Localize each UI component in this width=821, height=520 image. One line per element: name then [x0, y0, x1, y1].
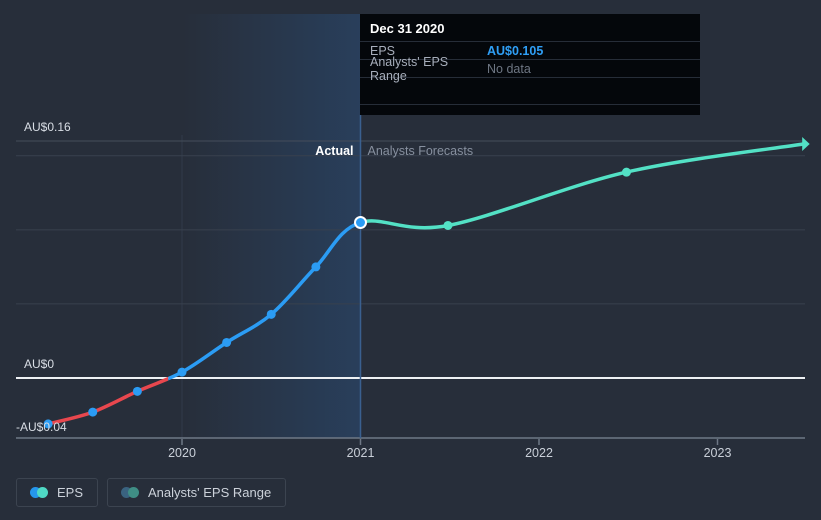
legend-eps-label: EPS: [57, 485, 84, 500]
tooltip-eps-label: EPS: [370, 43, 396, 58]
tooltip-date-title: Dec 31 2020: [360, 14, 700, 42]
y-axis-label: -AU$0.04: [16, 420, 67, 434]
tooltip: Dec 31 2020 EPS AU$0.105 Analysts' EPS R…: [360, 14, 700, 115]
y-axis-label: AU$0: [24, 357, 54, 371]
x-tick-label: 2022: [525, 446, 553, 460]
eps-data-point[interactable]: [132, 386, 142, 396]
x-tick-label: 2021: [347, 446, 375, 460]
y-axis-label: AU$0.16: [24, 120, 71, 134]
eps-line-forecast: [359, 142, 804, 230]
legend: EPS Analysts' EPS Range: [16, 478, 287, 507]
tooltip-bottom-divider: [360, 104, 700, 105]
legend-eps-button[interactable]: EPS: [16, 478, 99, 507]
forecast-data-point[interactable]: [621, 167, 631, 177]
forecast-data-point[interactable]: [443, 220, 453, 230]
eps-data-point[interactable]: [177, 367, 187, 377]
eps-chart-canvas[interactable]: 2020 2021 2022 2023 AU$0.16 AU$0 -AU$0.04 Actua…: [0, 0, 821, 460]
eps-range-dot2-icon: [128, 487, 140, 498]
tooltip-row-eps: EPS AU$0.105: [360, 42, 700, 60]
forecast-section-label: Analysts Forecasts: [368, 144, 474, 158]
eps-actual-dot-icon: [30, 487, 41, 498]
eps-line-negative: [47, 376, 169, 426]
eps-data-point[interactable]: [43, 419, 53, 429]
eps-series-icon: [30, 487, 48, 498]
actual-section-label: Actual: [315, 144, 353, 158]
eps-forecast-dot-icon: [37, 487, 48, 498]
legend-eps-range-label: Analysts' EPS Range: [148, 485, 272, 500]
x-tick-label: 2020: [168, 446, 196, 460]
legend-eps-range-button[interactable]: Analysts' EPS Range: [107, 478, 287, 507]
tooltip-eps-value: AU$0.105: [487, 43, 544, 58]
eps-range-dot1-icon: [121, 487, 133, 498]
tooltip-row-eps-range: Analysts' EPS Range No data: [360, 55, 700, 83]
forecast-arrowhead-icon: [802, 137, 810, 152]
tooltip-eps-range-label: Analysts' EPS Range: [370, 54, 449, 83]
past-region-shading: [182, 14, 361, 438]
eps-range-series-icon: [121, 487, 140, 498]
x-tick-label: 2023: [704, 446, 732, 460]
eps-data-point[interactable]: [311, 262, 321, 272]
highlighted-data-point[interactable]: [354, 215, 367, 229]
eps-data-point[interactable]: [222, 337, 232, 347]
eps-data-point[interactable]: [88, 407, 98, 417]
eps-data-point[interactable]: [266, 309, 276, 319]
tooltip-eps-range-value: No data: [487, 61, 531, 76]
